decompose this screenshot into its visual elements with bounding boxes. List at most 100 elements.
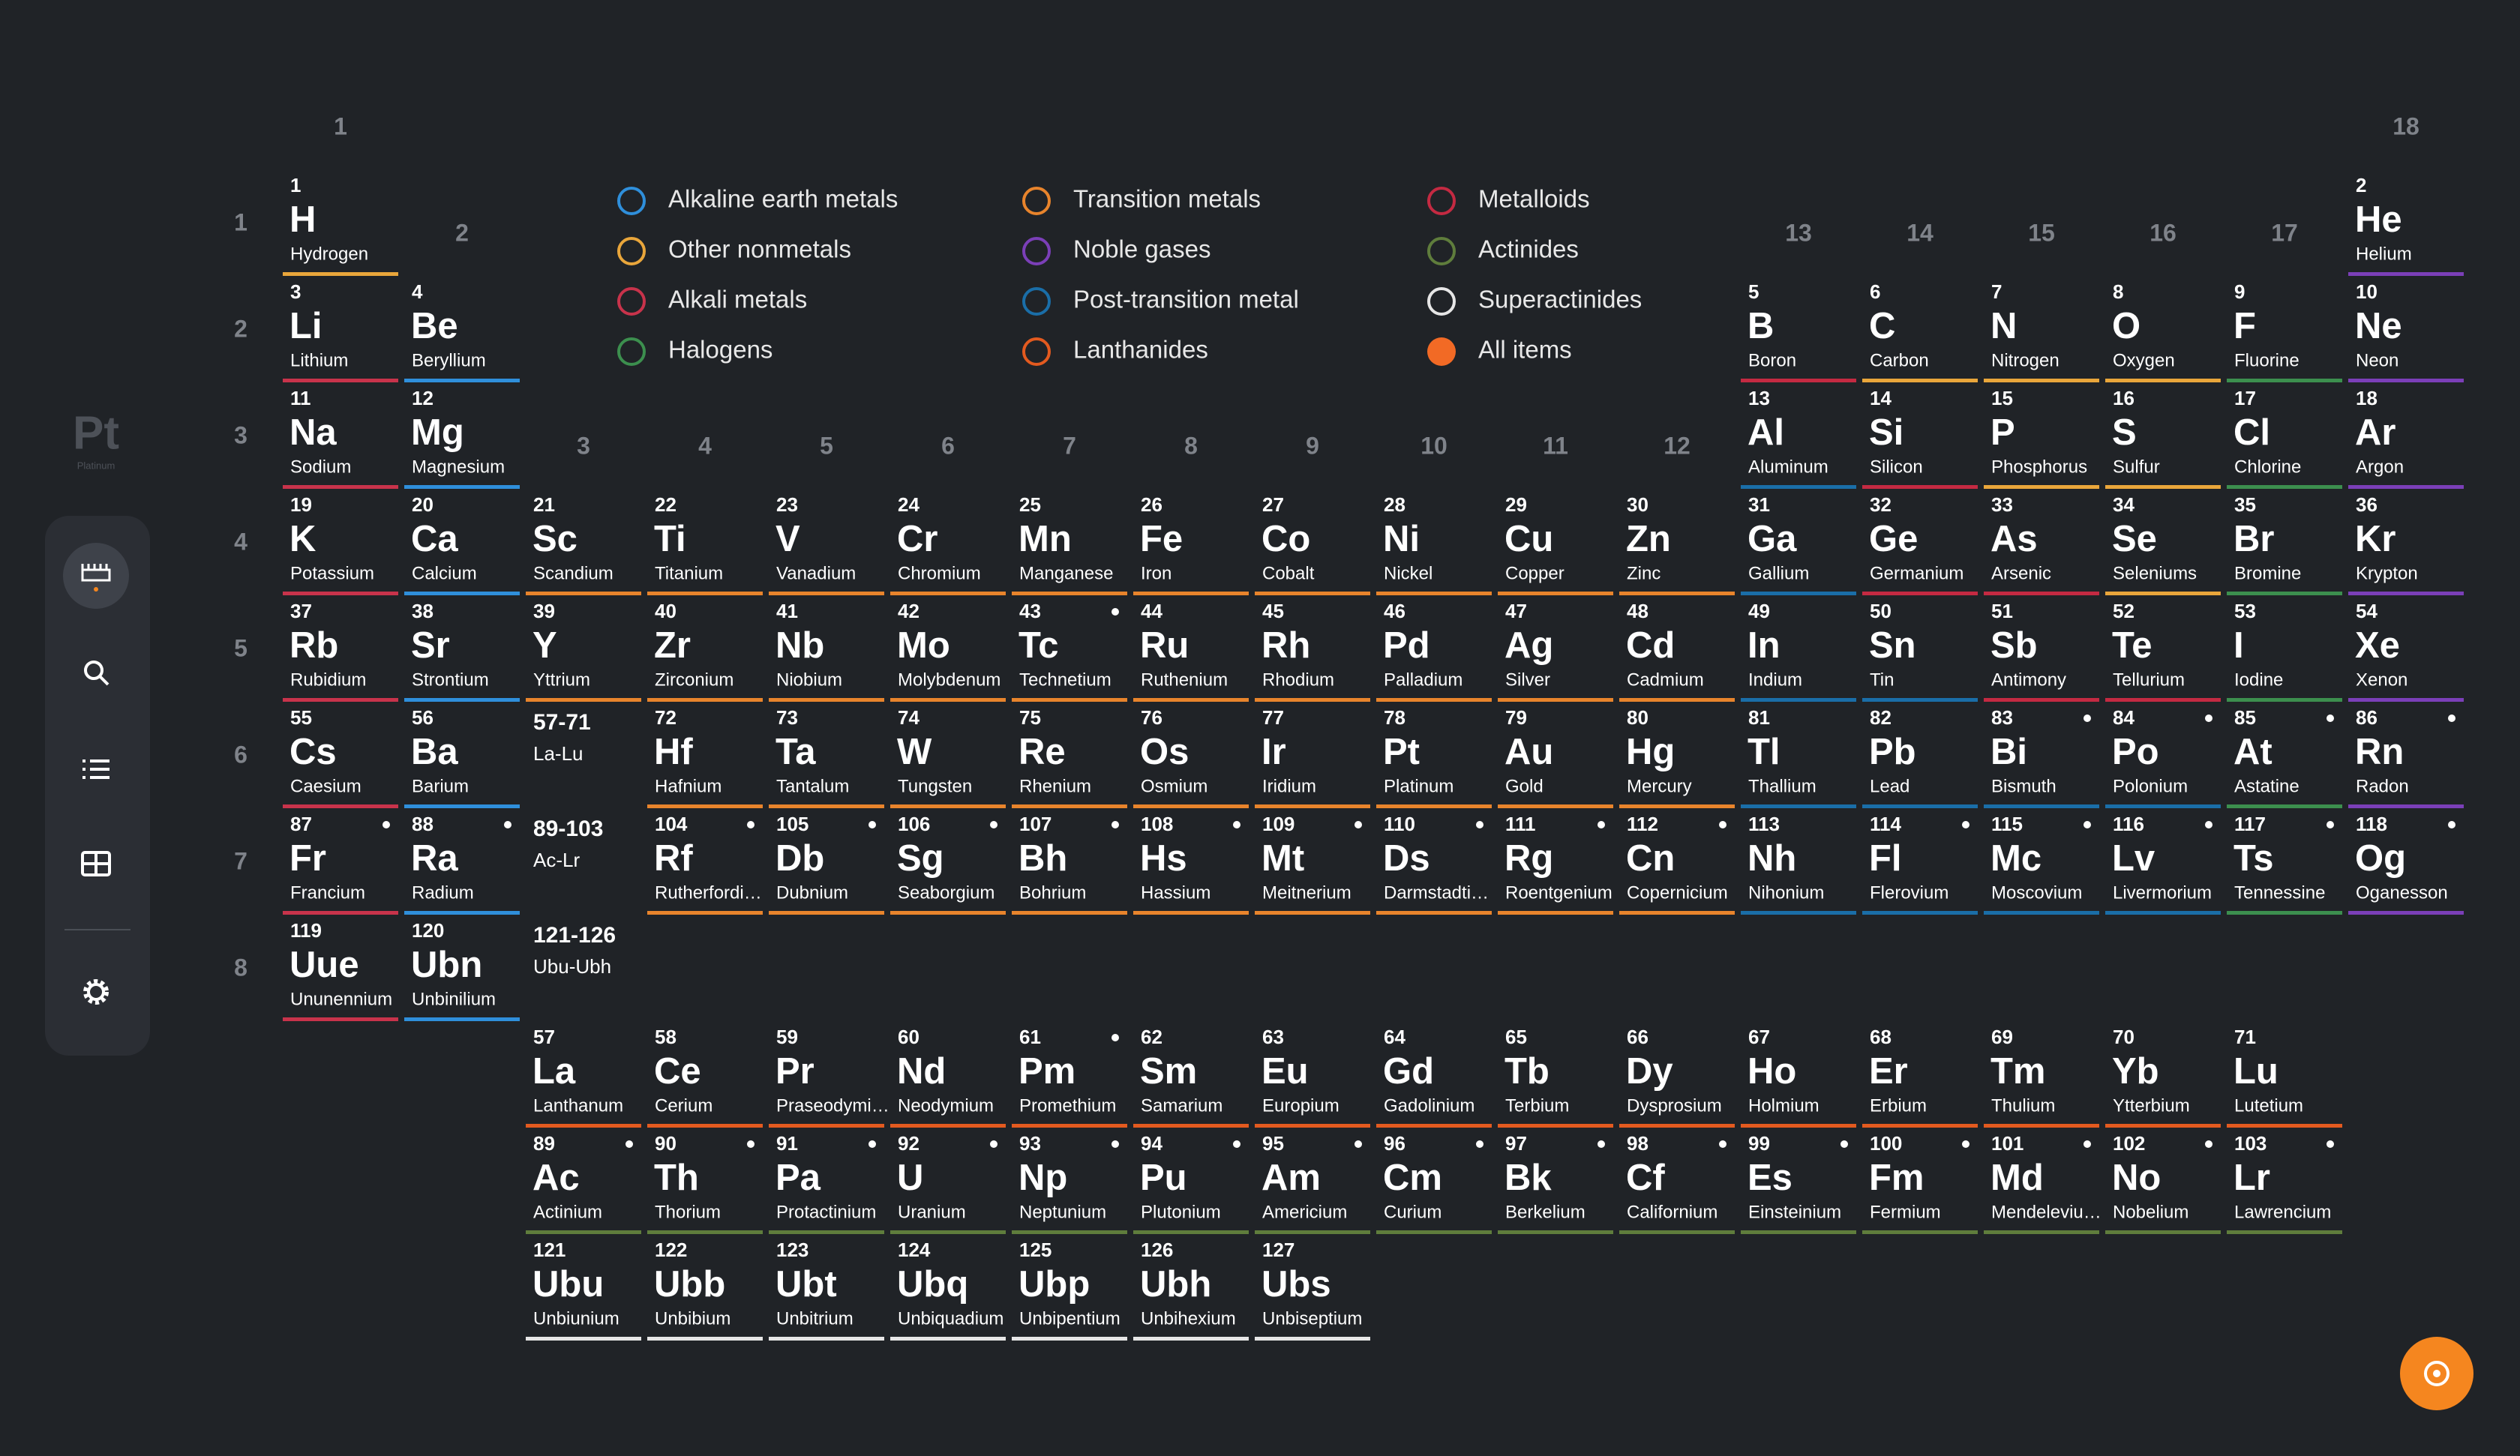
element-cell[interactable]: 40 Zr Zirconium (647, 600, 763, 702)
element-cell[interactable]: 47 Ag Silver (1498, 600, 1613, 702)
range-cell[interactable]: 89-103 Ac-Lr (533, 816, 603, 871)
element-cell[interactable]: 114 Fl Flerovium (1862, 813, 1978, 915)
element-cell[interactable]: 16 S Sulfur (2105, 387, 2221, 489)
range-cell[interactable]: 57-71 La-Lu (533, 710, 591, 765)
range-cell[interactable]: 121-126 Ubu-Ubh (533, 923, 616, 978)
element-cell[interactable]: 103 Lr Lawrencium (2227, 1132, 2342, 1234)
element-cell[interactable]: 127 Ubs Unbiseptium (1255, 1239, 1370, 1341)
element-cell[interactable]: 22 Ti Titanium (647, 493, 763, 595)
element-cell[interactable]: 78 Pt Platinum (1376, 706, 1492, 808)
element-cell[interactable]: 105 Db Dubnium (769, 813, 884, 915)
element-cell[interactable]: 45 Rh Rhodium (1255, 600, 1370, 702)
element-cell[interactable]: 123 Ubt Unbitrium (769, 1239, 884, 1341)
element-cell[interactable]: 6 C Carbon (1862, 280, 1978, 382)
element-cell[interactable]: 11 Na Sodium (283, 387, 398, 489)
element-cell[interactable]: 90 Th Thorium (647, 1132, 763, 1234)
element-cell[interactable]: 39 Y Yttrium (526, 600, 641, 702)
element-cell[interactable]: 35 Br Bromine (2227, 493, 2342, 595)
element-cell[interactable]: 102 No Nobelium (2105, 1132, 2221, 1234)
element-cell[interactable]: 87 Fr Francium (283, 813, 398, 915)
legend-item[interactable]: Alkaline earth metals (617, 185, 898, 215)
element-cell[interactable]: 18 Ar Argon (2348, 387, 2464, 489)
legend-item[interactable]: Metalloids (1427, 185, 1590, 215)
element-cell[interactable]: 49 In Indium (1741, 600, 1856, 702)
element-cell[interactable]: 77 Ir Iridium (1255, 706, 1370, 808)
element-cell[interactable]: 71 Lu Lutetium (2227, 1026, 2342, 1128)
legend-item[interactable]: Other nonmetals (617, 235, 851, 265)
legend-item[interactable]: Halogens (617, 336, 772, 366)
element-cell[interactable]: 41 Nb Niobium (769, 600, 884, 702)
element-cell[interactable]: 17 Cl Chlorine (2227, 387, 2342, 489)
element-cell[interactable]: 69 Tm Thulium (1984, 1026, 2099, 1128)
element-cell[interactable]: 2 He Helium (2348, 174, 2464, 276)
element-cell[interactable]: 13 Al Aluminum (1741, 387, 1856, 489)
settings-button[interactable] (83, 979, 109, 1005)
element-cell[interactable]: 5 B Boron (1741, 280, 1856, 382)
element-cell[interactable]: 28 Ni Nickel (1376, 493, 1492, 595)
element-cell[interactable]: 116 Lv Livermorium (2105, 813, 2221, 915)
element-cell[interactable]: 96 Cm Curium (1376, 1132, 1492, 1234)
element-cell[interactable]: 84 Po Polonium (2105, 706, 2221, 808)
element-cell[interactable]: 63 Eu Europium (1255, 1026, 1370, 1128)
legend-item[interactable]: Alkali metals (617, 286, 807, 316)
element-cell[interactable]: 113 Nh Nihonium (1741, 813, 1856, 915)
legend-item[interactable]: All items (1427, 336, 1572, 366)
element-cell[interactable]: 75 Re Rhenium (1012, 706, 1127, 808)
element-cell[interactable]: 126 Ubh Unbihexium (1133, 1239, 1249, 1341)
element-cell[interactable]: 30 Zn Zinc (1619, 493, 1735, 595)
element-cell[interactable]: 57 La Lanthanum (526, 1026, 641, 1128)
element-cell[interactable]: 54 Xe Xenon (2348, 600, 2464, 702)
element-cell[interactable]: 125 Ubp Unbipentium (1012, 1239, 1127, 1341)
element-cell[interactable]: 121 Ubu Unbiunium (526, 1239, 641, 1341)
element-cell[interactable]: 112 Cn Copernicium (1619, 813, 1735, 915)
element-cell[interactable]: 46 Pd Palladium (1376, 600, 1492, 702)
element-cell[interactable]: 107 Bh Bohrium (1012, 813, 1127, 915)
element-cell[interactable]: 86 Rn Radon (2348, 706, 2464, 808)
element-cell[interactable]: 34 Se Seleniums (2105, 493, 2221, 595)
table-view-button[interactable] (63, 543, 129, 609)
element-cell[interactable]: 118 Og Oganesson (2348, 813, 2464, 915)
element-cell[interactable]: 14 Si Silicon (1862, 387, 1978, 489)
element-cell[interactable]: 93 Np Neptunium (1012, 1132, 1127, 1234)
element-cell[interactable]: 62 Sm Samarium (1133, 1026, 1249, 1128)
element-cell[interactable]: 73 Ta Tantalum (769, 706, 884, 808)
element-cell[interactable]: 1 H Hydrogen (283, 174, 398, 276)
element-cell[interactable]: 12 Mg Magnesium (404, 387, 520, 489)
element-cell[interactable]: 8 O Oxygen (2105, 280, 2221, 382)
element-cell[interactable]: 9 F Fluorine (2227, 280, 2342, 382)
element-cell[interactable]: 68 Er Erbium (1862, 1026, 1978, 1128)
legend-item[interactable]: Actinides (1427, 235, 1579, 265)
element-cell[interactable]: 58 Ce Cerium (647, 1026, 763, 1128)
element-cell[interactable]: 94 Pu Plutonium (1133, 1132, 1249, 1234)
element-cell[interactable]: 95 Am Americium (1255, 1132, 1370, 1234)
element-cell[interactable]: 36 Kr Krypton (2348, 493, 2464, 595)
element-cell[interactable]: 23 V Vanadium (769, 493, 884, 595)
element-cell[interactable]: 20 Ca Calcium (404, 493, 520, 595)
element-cell[interactable]: 83 Bi Bismuth (1984, 706, 2099, 808)
element-cell[interactable]: 56 Ba Barium (404, 706, 520, 808)
element-cell[interactable]: 101 Md Mendeleviu… (1984, 1132, 2102, 1234)
element-cell[interactable]: 81 Tl Thallium (1741, 706, 1856, 808)
element-cell[interactable]: 108 Hs Hassium (1133, 813, 1249, 915)
element-cell[interactable]: 100 Fm Fermium (1862, 1132, 1978, 1234)
element-cell[interactable]: 44 Ru Ruthenium (1133, 600, 1249, 702)
element-cell[interactable]: 60 Nd Neodymium (890, 1026, 1006, 1128)
element-cell[interactable]: 51 Sb Antimony (1984, 600, 2099, 702)
element-cell[interactable]: 66 Dy Dysprosium (1619, 1026, 1735, 1128)
grid-button[interactable] (81, 851, 111, 876)
element-cell[interactable]: 42 Mo Molybdenum (890, 600, 1006, 702)
element-cell[interactable]: 19 K Potassium (283, 493, 398, 595)
element-cell[interactable]: 80 Hg Mercury (1619, 706, 1735, 808)
element-cell[interactable]: 109 Mt Meitnerium (1255, 813, 1370, 915)
element-cell[interactable]: 33 As Arsenic (1984, 493, 2099, 595)
element-cell[interactable]: 91 Pa Protactinium (769, 1132, 884, 1234)
element-cell[interactable]: 15 P Phosphorus (1984, 387, 2099, 489)
element-cell[interactable]: 50 Sn Tin (1862, 600, 1978, 702)
element-cell[interactable]: 82 Pb Lead (1862, 706, 1978, 808)
element-cell[interactable]: 25 Mn Manganese (1012, 493, 1127, 595)
element-cell[interactable]: 53 I Iodine (2227, 600, 2342, 702)
element-cell[interactable]: 55 Cs Caesium (283, 706, 398, 808)
legend-item[interactable]: Transition metals (1022, 185, 1261, 215)
element-cell[interactable]: 59 Pr Praseodymi… (769, 1026, 890, 1128)
search-button[interactable] (84, 661, 110, 686)
